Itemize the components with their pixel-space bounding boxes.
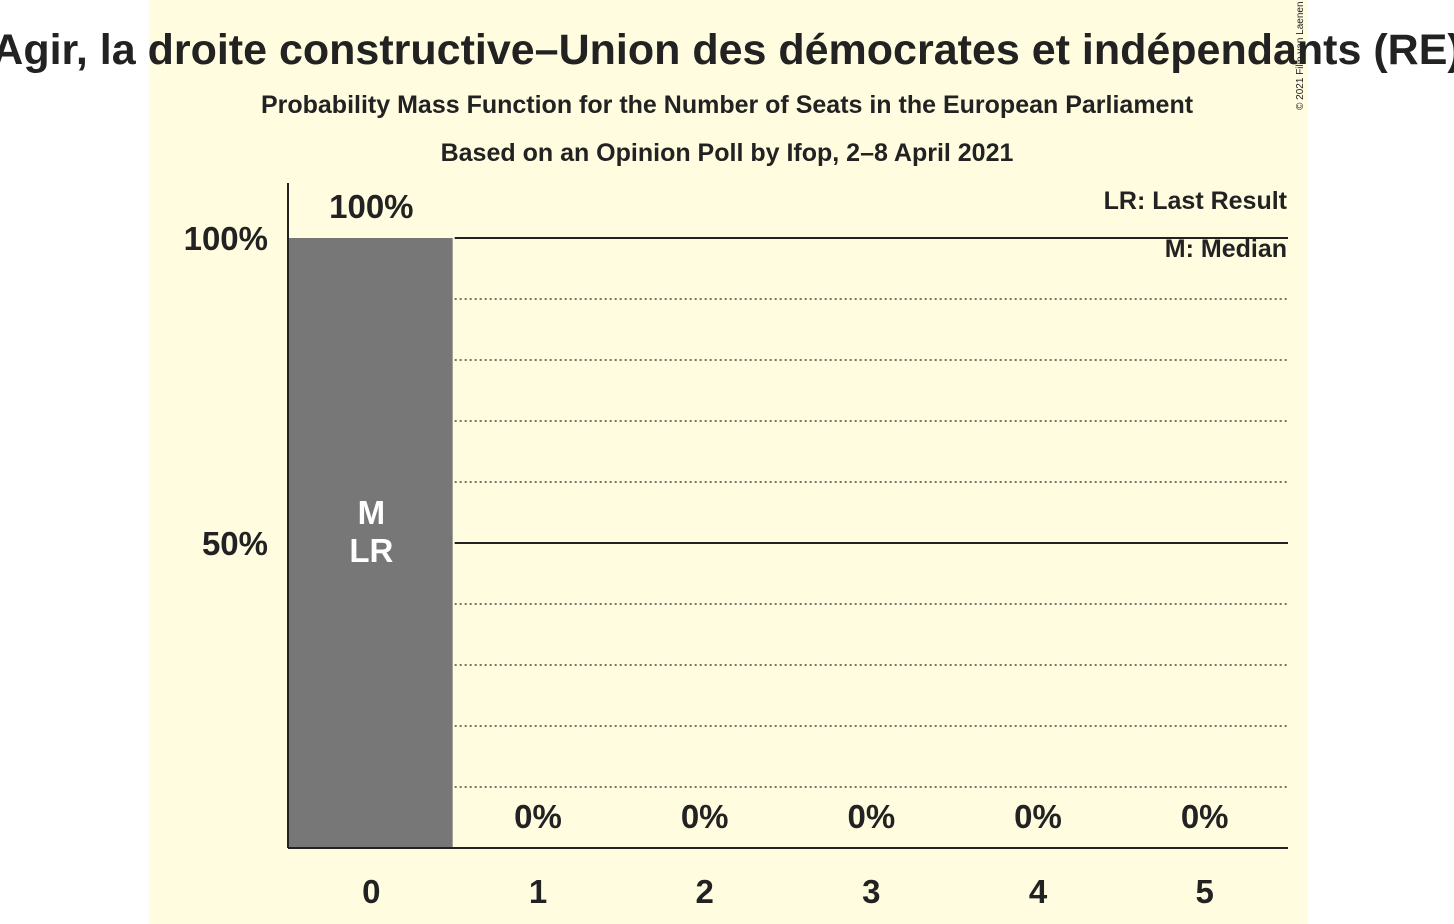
bar-value-label: 0% [1014,798,1062,835]
x-tick-label: 1 [529,873,547,910]
bar-value-label: 0% [514,798,562,835]
x-tick-label: 2 [695,873,713,910]
bar [288,238,453,848]
x-tick-label: 4 [1029,873,1048,910]
y-tick-label: 50% [202,525,268,562]
x-tick-label: 3 [862,873,880,910]
bar-value-label: 100% [329,188,413,225]
bar-value-label: 0% [847,798,895,835]
x-tick-label: 5 [1195,873,1213,910]
bar-annotation: M [358,494,386,531]
bar-annotation: LR [349,532,393,569]
bar-value-label: 0% [1181,798,1229,835]
chart-subtitle-2: Based on an Opinion Poll by Ifop, 2–8 Ap… [441,139,1014,167]
chart-title: Agir, la droite constructive–Union des d… [0,26,1454,74]
chart-subtitle-1: Probability Mass Function for the Number… [261,91,1194,119]
plot-area: 50% 100% 100% MLR 0 0% 1 0% 2 0% 3 0% 4 0% 5 [184,183,1288,910]
copyright-notice: © 2021 Filip van Laenen [1295,1,1306,110]
y-tick-label: 100% [184,220,268,257]
bar-value-label: 0% [681,798,729,835]
legend-last-result: LR: Last Result [1104,187,1288,215]
legend-median: M: Median [1165,235,1287,263]
x-tick-label: 0 [362,873,380,910]
